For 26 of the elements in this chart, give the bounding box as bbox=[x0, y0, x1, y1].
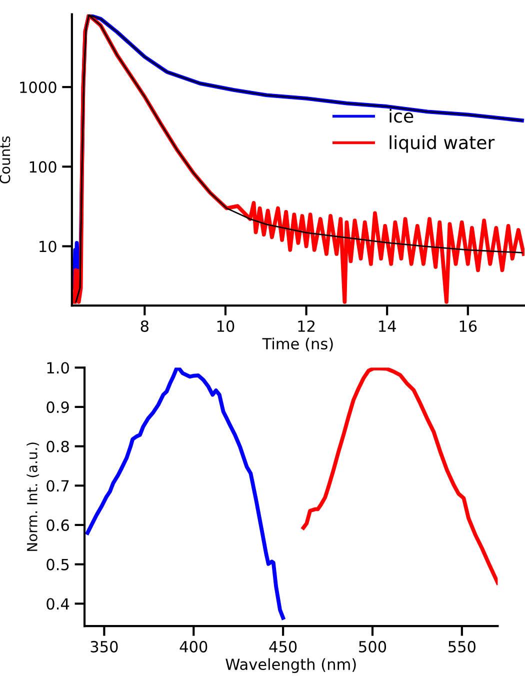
x-tick-label: 14 bbox=[379, 320, 396, 332]
y-tick-label: 0.9 bbox=[46, 401, 69, 413]
y-tick-label: 1000 bbox=[20, 82, 56, 94]
legend-label: ice bbox=[390, 108, 414, 123]
y-tick-label: 100 bbox=[30, 161, 56, 173]
legend-label: liquid water bbox=[390, 135, 495, 153]
x-tick-label: 16 bbox=[460, 320, 477, 332]
y-axis-title: Counts bbox=[0, 136, 10, 184]
x-axis-title: Wavelength (nm) bbox=[226, 658, 356, 674]
x-tick-label: 8 bbox=[140, 320, 148, 332]
y-tick-label: 0.6 bbox=[46, 519, 69, 531]
x-tick-label: 450 bbox=[269, 640, 297, 652]
y-tick-label: 1.0 bbox=[47, 362, 69, 374]
y-tick-label: 10 bbox=[40, 240, 56, 252]
y-tick-label: 0.7 bbox=[46, 480, 69, 492]
y-tick-label: 0.8 bbox=[46, 440, 69, 452]
x-tick-label: 10 bbox=[217, 320, 234, 332]
x-tick-label: 550 bbox=[448, 640, 476, 652]
x-tick-label: 12 bbox=[298, 320, 314, 332]
y-tick-label: 0.4 bbox=[46, 598, 70, 610]
x-tick-label: 400 bbox=[180, 640, 208, 652]
y-axis-title: Norm. Int. (a.u.) bbox=[26, 442, 40, 551]
x-tick-label: 350 bbox=[90, 640, 118, 652]
x-axis-title: Time (ns) bbox=[262, 338, 333, 352]
x-tick-label: 500 bbox=[359, 640, 386, 652]
y-tick-label: 0.5 bbox=[46, 558, 69, 570]
